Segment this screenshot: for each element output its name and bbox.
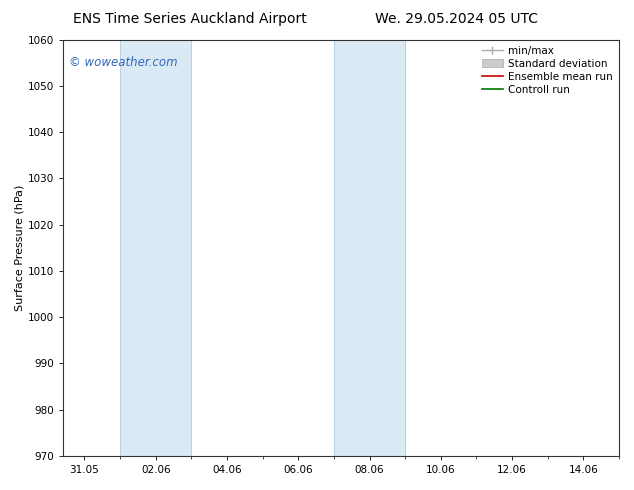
Bar [120, 40, 191, 456]
Text: ENS Time Series Auckland Airport: ENS Time Series Auckland Airport [74, 12, 307, 26]
Legend: min/max, Standard deviation, Ensemble mean run, Controll run: min/max, Standard deviation, Ensemble me… [478, 42, 617, 99]
Text: We. 29.05.2024 05 UTC: We. 29.05.2024 05 UTC [375, 12, 538, 26]
Bar [334, 40, 405, 456]
Text: © woweather.com: © woweather.com [68, 56, 178, 69]
Y-axis label: Surface Pressure (hPa): Surface Pressure (hPa) [15, 185, 25, 311]
